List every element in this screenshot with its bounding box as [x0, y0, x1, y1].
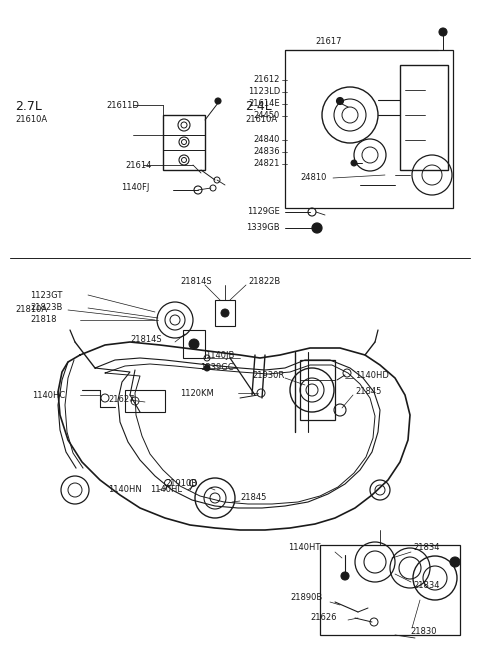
- Text: 24821: 24821: [253, 160, 280, 168]
- Text: 21818: 21818: [30, 316, 57, 324]
- Text: 21612: 21612: [253, 75, 280, 84]
- Text: 21810A: 21810A: [15, 305, 47, 314]
- Text: 1140JB: 1140JB: [205, 350, 234, 360]
- Text: 21823B: 21823B: [30, 303, 62, 312]
- Bar: [285, 50, 453, 208]
- Circle shape: [189, 339, 199, 349]
- Circle shape: [312, 223, 322, 233]
- Text: 21814S: 21814S: [180, 278, 212, 286]
- Text: 1140HN: 1140HN: [108, 485, 142, 495]
- Text: 21617: 21617: [315, 37, 341, 47]
- Text: 21610A: 21610A: [15, 115, 47, 124]
- Bar: [320, 545, 460, 635]
- Bar: [125, 390, 165, 412]
- Circle shape: [450, 557, 460, 567]
- Bar: [163, 115, 205, 170]
- Text: 21626: 21626: [310, 614, 336, 622]
- Text: 1123GT: 1123GT: [30, 291, 62, 299]
- Text: 21611D: 21611D: [106, 100, 139, 109]
- Bar: [183, 330, 205, 358]
- Text: 1339GB: 1339GB: [246, 223, 280, 233]
- Text: 21834: 21834: [413, 544, 440, 553]
- Circle shape: [215, 98, 221, 104]
- Text: 1140FJ: 1140FJ: [121, 183, 149, 193]
- Text: 21910B: 21910B: [165, 479, 197, 489]
- Circle shape: [439, 28, 447, 36]
- Bar: [215, 300, 235, 326]
- Text: 1140HL: 1140HL: [150, 485, 182, 495]
- Text: 24840: 24840: [253, 136, 280, 145]
- Text: 21845: 21845: [355, 388, 382, 396]
- Text: 24836: 24836: [253, 147, 280, 157]
- Circle shape: [351, 160, 357, 166]
- Text: 21627: 21627: [108, 396, 134, 405]
- Bar: [400, 65, 448, 170]
- Text: 1140HD: 1140HD: [355, 371, 389, 379]
- Text: 21845: 21845: [240, 493, 266, 502]
- Circle shape: [221, 309, 229, 317]
- Circle shape: [341, 572, 349, 580]
- Text: 21822B: 21822B: [248, 278, 280, 286]
- Text: 2.7L: 2.7L: [15, 100, 42, 113]
- Text: 21614: 21614: [125, 160, 151, 170]
- Text: 21614E: 21614E: [248, 100, 280, 109]
- Text: 21834: 21834: [413, 580, 440, 590]
- Text: 21610A: 21610A: [245, 115, 277, 124]
- Bar: [300, 360, 335, 420]
- Text: 1129GE: 1129GE: [247, 208, 280, 217]
- Text: 21930R: 21930R: [252, 371, 284, 379]
- Text: 21814S: 21814S: [130, 335, 162, 345]
- Text: 1123LD: 1123LD: [248, 88, 280, 96]
- Text: 24810: 24810: [300, 174, 326, 183]
- Text: 1339GC: 1339GC: [200, 364, 234, 373]
- Text: 1120KM: 1120KM: [180, 388, 214, 398]
- Text: 2.4L: 2.4L: [245, 100, 272, 113]
- Text: 1140HC: 1140HC: [32, 390, 65, 400]
- Text: 1140HT: 1140HT: [288, 544, 320, 553]
- Circle shape: [336, 98, 344, 105]
- Text: 21830: 21830: [410, 627, 436, 637]
- Circle shape: [204, 365, 210, 371]
- Text: 21890B: 21890B: [290, 593, 322, 603]
- Text: 24450: 24450: [254, 111, 280, 121]
